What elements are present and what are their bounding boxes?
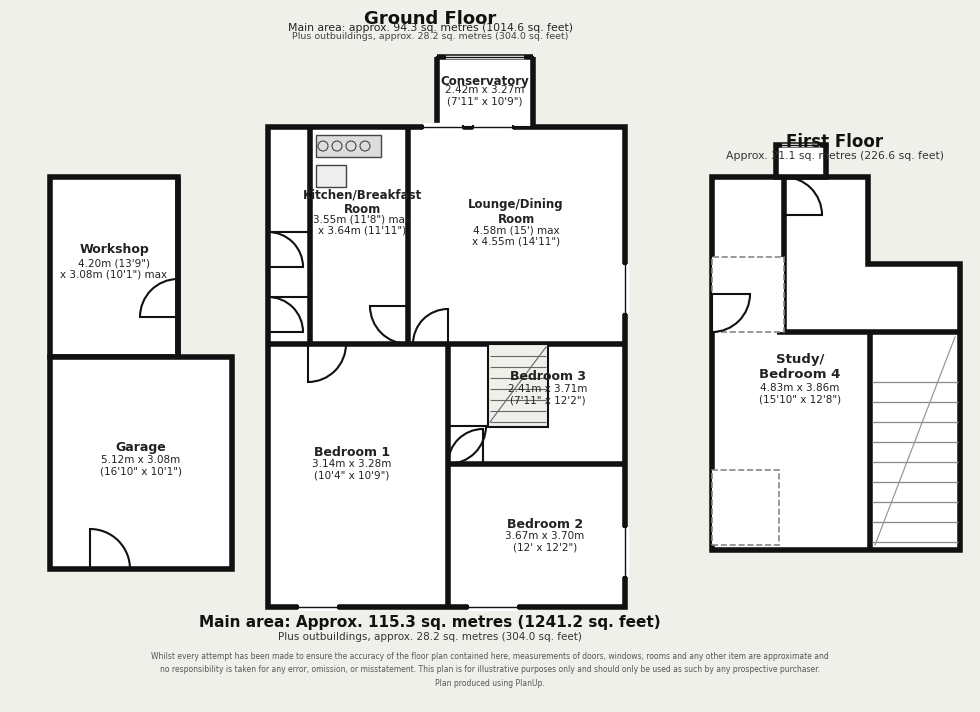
Bar [50,177,178,357]
Text: 3.67m x 3.70m
(12' x 12'2"): 3.67m x 3.70m (12' x 12'2") [506,531,585,553]
Text: Ground Floor: Ground Floor [364,10,496,28]
Text: 4.20m (13'9")
x 3.08m (10'1") max: 4.20m (13'9") x 3.08m (10'1") max [61,258,168,280]
Bar [50,357,232,569]
Text: Bedroom 3: Bedroom 3 [510,370,586,384]
Text: Main area: Approx. 115.3 sq. metres (1241.2 sq. feet): Main area: Approx. 115.3 sq. metres (124… [199,614,661,629]
Text: Whilst every attempt has been made to ensure the accuracy of the floor plan cont: Whilst every attempt has been made to en… [151,652,829,688]
Bar [316,135,381,157]
Bar [712,257,784,332]
Text: 3.55m (11'8") max
x 3.64m (11'11"): 3.55m (11'8") max x 3.64m (11'11") [313,214,411,236]
Text: Plus outbuildings, approx. 28.2 sq. metres (304.0 sq. feet): Plus outbuildings, approx. 28.2 sq. metr… [278,632,582,642]
Text: Workshop: Workshop [79,244,149,256]
Text: Main area: approx. 94.3 sq. metres (1014.6 sq. feet): Main area: approx. 94.3 sq. metres (1014… [287,23,572,33]
Bar [712,470,779,545]
Text: Conservatory: Conservatory [441,75,529,88]
Text: 2.42m x 3.27m
(7'11" x 10'9"): 2.42m x 3.27m (7'11" x 10'9") [445,85,524,107]
Text: 5.12m x 3.08m
(16'10" x 10'1"): 5.12m x 3.08m (16'10" x 10'1") [100,455,182,477]
Polygon shape [712,177,960,550]
Text: Plus outbuildings, approx. 28.2 sq. metres (304.0 sq. feet): Plus outbuildings, approx. 28.2 sq. metr… [292,32,568,41]
Text: 3.14m x 3.28m
(10'4" x 10'9"): 3.14m x 3.28m (10'4" x 10'9") [313,459,392,481]
Text: Kitchen/Breakfast
Room: Kitchen/Breakfast Room [303,188,421,216]
Bar [488,344,548,427]
Text: Study/
Bedroom 4: Study/ Bedroom 4 [760,353,841,381]
Text: Bedroom 1: Bedroom 1 [314,446,390,459]
Bar [268,127,625,607]
Bar [316,165,346,187]
Text: Lounge/Dining
Room: Lounge/Dining Room [468,198,564,226]
Text: First Floor: First Floor [786,133,884,151]
Text: Garage: Garage [116,441,167,454]
Text: 4.58m (15') max
x 4.55m (14'11"): 4.58m (15') max x 4.55m (14'11") [472,225,560,247]
Text: Approx. 21.1 sq. metres (226.6 sq. feet): Approx. 21.1 sq. metres (226.6 sq. feet) [726,151,944,161]
Text: 2.41m x 3.71m
(7'11" x 12'2"): 2.41m x 3.71m (7'11" x 12'2") [509,384,588,406]
Bar [776,145,826,177]
Text: Bedroom 2: Bedroom 2 [507,518,583,530]
Text: 4.83m x 3.86m
(15'10" x 12'8"): 4.83m x 3.86m (15'10" x 12'8") [759,383,841,405]
Bar [437,57,533,127]
